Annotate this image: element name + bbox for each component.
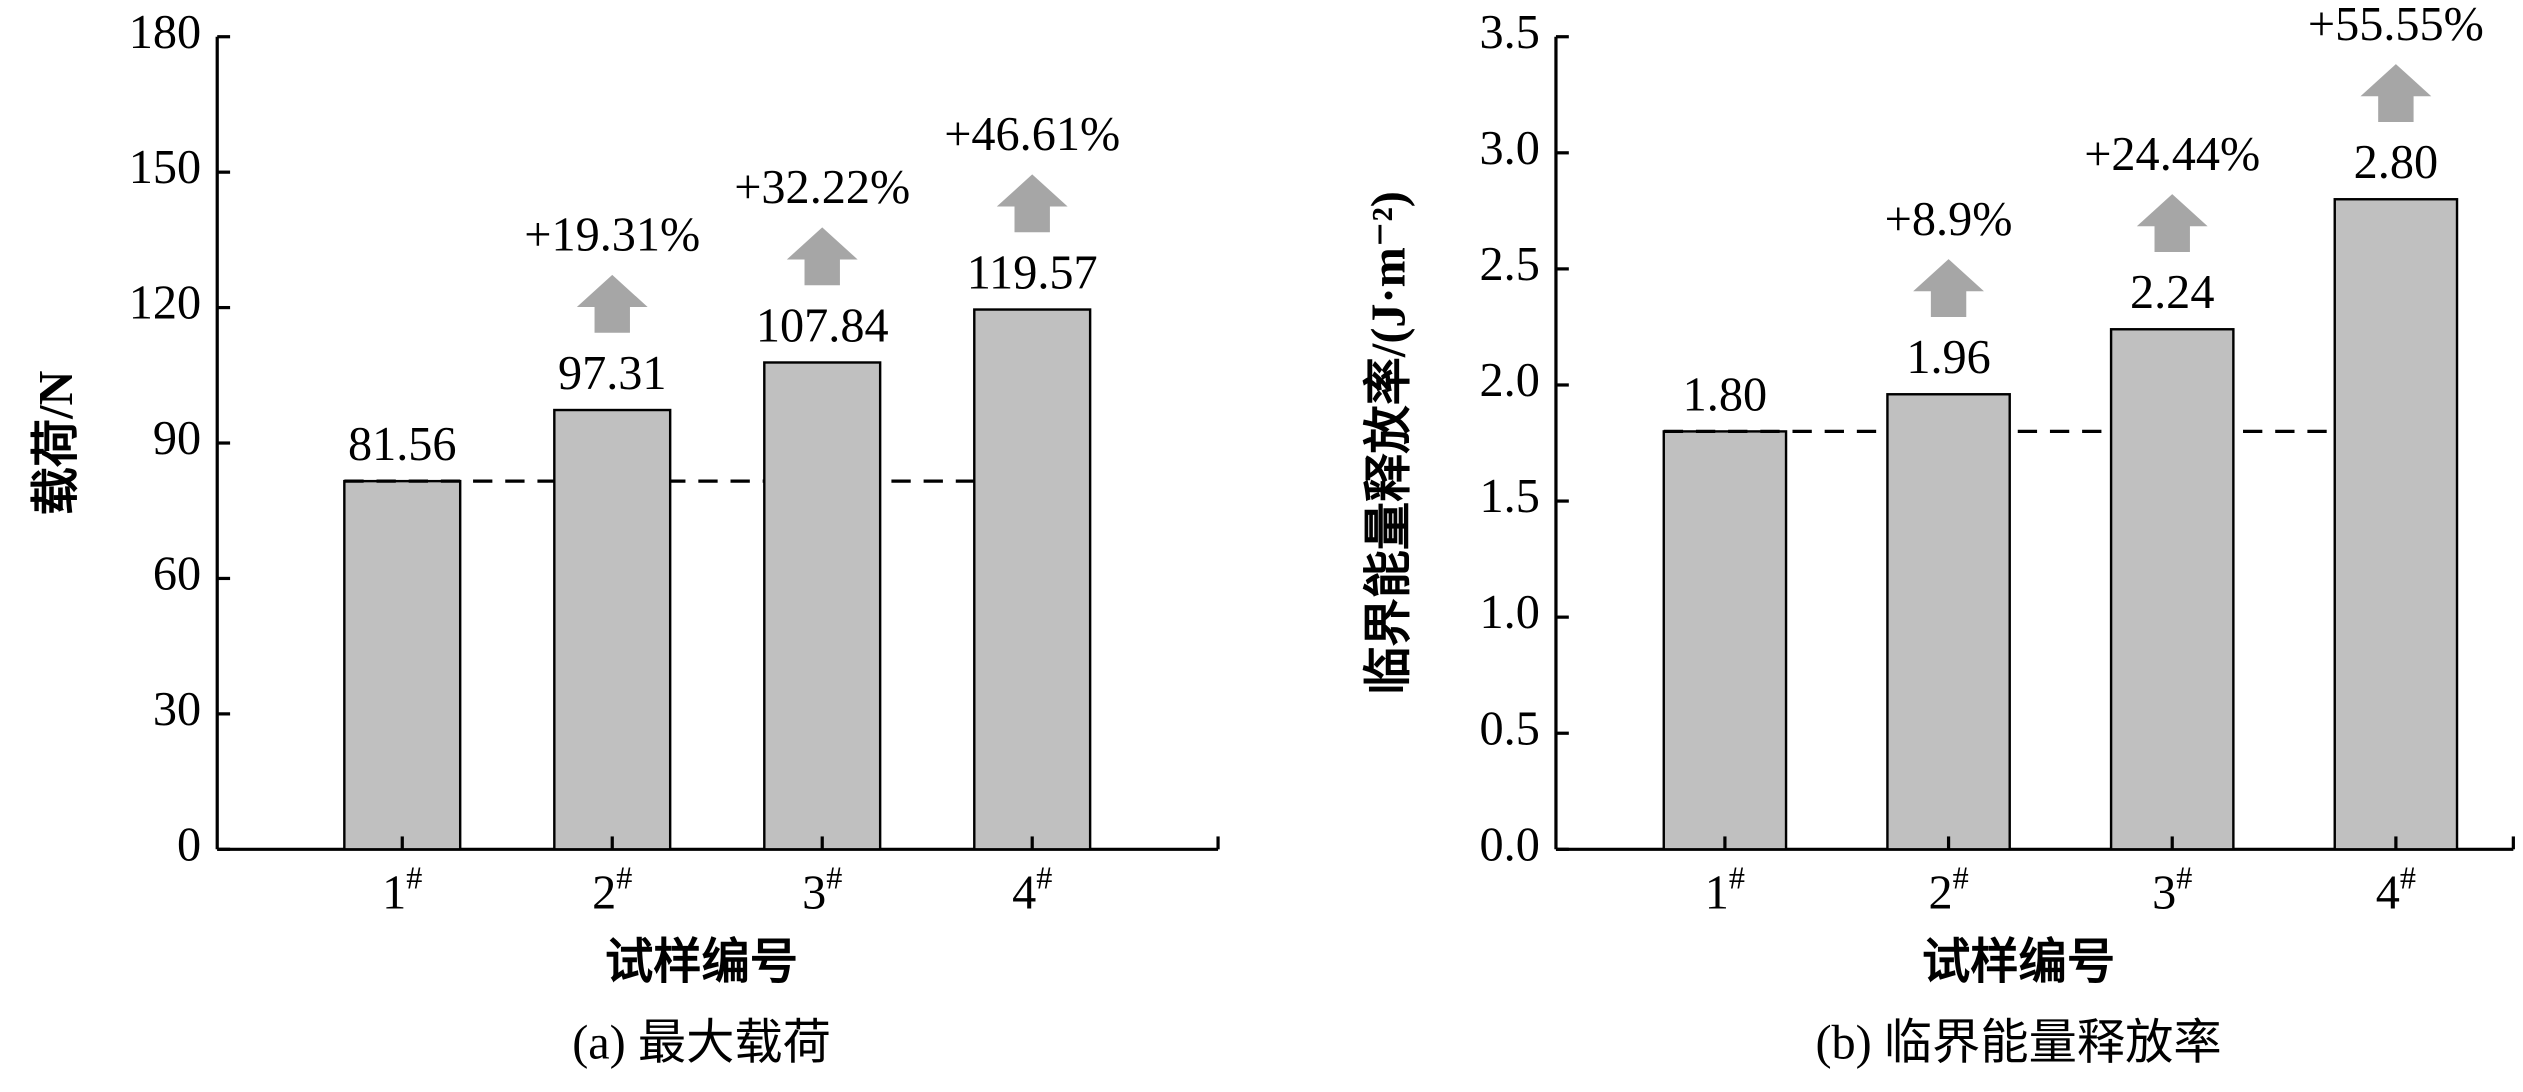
y-tick-label: 1.0 bbox=[1480, 586, 1540, 639]
bar bbox=[1662, 430, 1788, 851]
y-axis-label: 载荷/N bbox=[30, 370, 83, 515]
chart-title: (a) 最大载荷 bbox=[572, 1016, 831, 1069]
y-tick-label: 30 bbox=[153, 683, 201, 736]
y-tick-label: 60 bbox=[153, 548, 201, 601]
bar bbox=[343, 479, 462, 851]
x-tick-label: 2# bbox=[1928, 860, 1968, 920]
y-axis-label: 临界能量释放率/(J·m⁻²) bbox=[1363, 191, 1416, 695]
value-label: 2.80 bbox=[2354, 136, 2438, 189]
increase-label: +24.44% bbox=[2084, 128, 2260, 181]
x-axis-label: 试样编号 bbox=[605, 936, 798, 989]
bar bbox=[1886, 393, 2011, 851]
value-label: 1.96 bbox=[1906, 331, 1990, 384]
y-tick-label: 3.5 bbox=[1480, 6, 1540, 59]
y-tick-label: 3.0 bbox=[1480, 122, 1540, 175]
x-axis-label: 试样编号 bbox=[1922, 936, 2115, 989]
y-tick-label: 0.5 bbox=[1480, 702, 1540, 755]
y-tick-label: 90 bbox=[153, 412, 201, 465]
increase-arrow bbox=[576, 274, 648, 333]
value-label: 97.31 bbox=[558, 347, 667, 400]
x-tick-label: 4# bbox=[2376, 860, 2416, 920]
y-tick-label: 0 bbox=[177, 818, 201, 871]
y-tick-label: 1.5 bbox=[1480, 470, 1540, 523]
value-label: 81.56 bbox=[348, 418, 457, 471]
y-tick-label: 2.5 bbox=[1480, 238, 1540, 291]
y-tick-label: 120 bbox=[129, 277, 201, 330]
value-label: 107.84 bbox=[756, 299, 889, 352]
increase-arrow bbox=[2136, 194, 2208, 253]
value-label: 119.57 bbox=[967, 246, 1098, 299]
x-tick-label: 3# bbox=[802, 860, 842, 920]
value-label: 2.24 bbox=[2130, 266, 2214, 319]
increase-arrow bbox=[1913, 259, 1984, 318]
x-tick-label: 2# bbox=[592, 860, 632, 920]
bar bbox=[2333, 198, 2459, 851]
chart-title: (b) 临界能量释放率 bbox=[1815, 1016, 2221, 1069]
x-tick-label: 1# bbox=[382, 860, 422, 920]
bar bbox=[763, 361, 882, 851]
y-tick-label: 180 bbox=[129, 6, 201, 59]
increase-arrow bbox=[2360, 64, 2432, 123]
y-tick-label: 150 bbox=[129, 141, 201, 194]
x-tick-label: 1# bbox=[1705, 860, 1745, 920]
bar bbox=[973, 308, 1092, 851]
increase-arrow bbox=[996, 174, 1068, 233]
increase-label: +8.9% bbox=[1885, 193, 2013, 246]
value-label: 1.80 bbox=[1683, 368, 1767, 421]
increase-label: +19.31% bbox=[524, 209, 700, 262]
bar bbox=[553, 408, 672, 851]
x-tick-label: 4# bbox=[1012, 860, 1052, 920]
bar bbox=[2109, 328, 2235, 851]
y-tick-label: 0.0 bbox=[1480, 818, 1540, 871]
x-tick-label: 3# bbox=[2152, 860, 2192, 920]
increase-label: +32.22% bbox=[734, 161, 910, 214]
increase-arrow bbox=[786, 227, 858, 286]
increase-label: +46.61% bbox=[944, 108, 1120, 161]
increase-label: +55.55% bbox=[2308, 0, 2484, 51]
y-tick-label: 2.0 bbox=[1480, 354, 1540, 407]
